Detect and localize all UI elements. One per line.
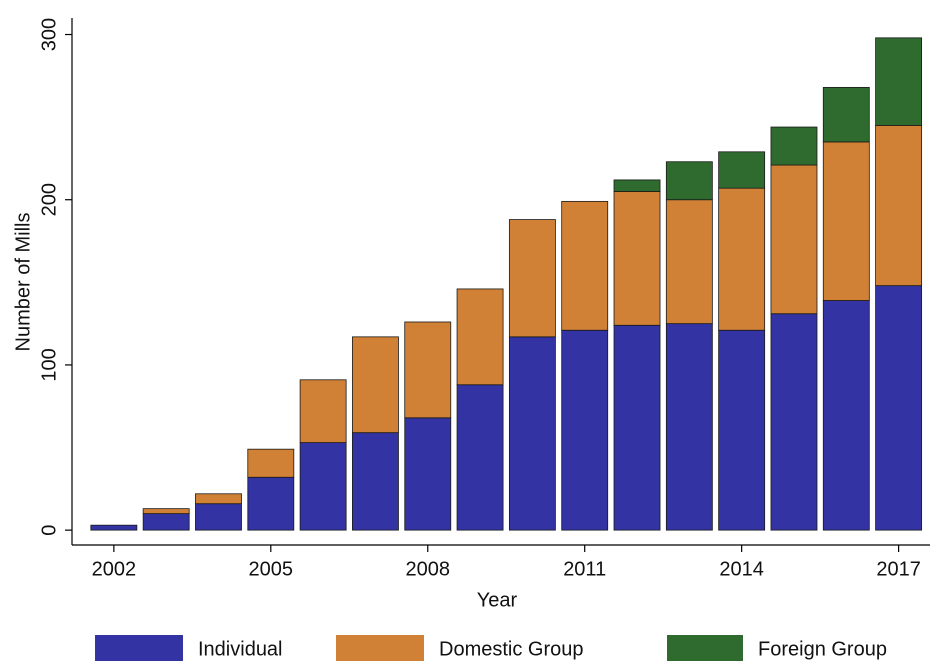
legend-swatch — [95, 635, 183, 661]
bar-segment — [718, 187, 766, 331]
bar-segment — [718, 151, 766, 189]
bar-segment — [456, 288, 504, 386]
legend-label: Foreign Group — [758, 638, 887, 660]
bar-segment — [404, 417, 452, 531]
bar-segment — [770, 126, 818, 166]
bar-segment — [352, 336, 399, 434]
bar-segment — [90, 524, 138, 531]
bar-segment — [299, 379, 347, 443]
bar-segment — [613, 191, 661, 326]
bar-segment — [561, 329, 609, 531]
bar-segment — [822, 300, 870, 531]
bar-segment — [613, 179, 661, 192]
legend-label: Individual — [198, 638, 283, 660]
bar-segment — [770, 164, 818, 315]
bar-segment — [665, 323, 713, 531]
bar-segment — [508, 336, 556, 531]
bar-segment — [299, 442, 347, 531]
legend-swatch — [667, 635, 743, 661]
y-tick-label: 200 — [38, 183, 60, 216]
bar-segment — [195, 503, 242, 531]
y-tick-label: 0 — [38, 525, 60, 536]
bar-segment — [352, 432, 399, 531]
bar-segment — [665, 199, 713, 325]
bar-segment — [561, 200, 609, 331]
bar-segment — [142, 508, 190, 515]
bar-segment — [508, 219, 556, 338]
y-axis-label: Number of Mills — [12, 213, 34, 352]
bar-segment — [822, 86, 870, 143]
x-tick-label: 2002 — [92, 558, 137, 580]
bar-segment — [456, 384, 504, 531]
bar-segment — [247, 448, 295, 478]
y-tick-label: 300 — [38, 18, 60, 51]
bar-segment — [875, 124, 923, 287]
x-tick-label: 2011 — [563, 558, 606, 580]
legend-label: Domestic Group — [439, 638, 584, 660]
bar-segment — [875, 37, 923, 126]
bar-segment — [665, 161, 713, 201]
bar-segment — [613, 324, 661, 531]
bar-segment — [404, 321, 452, 419]
x-tick-label: 2017 — [876, 558, 921, 580]
bar-segment — [822, 141, 870, 301]
x-tick-label: 2008 — [406, 558, 451, 580]
x-tick-label: 2014 — [719, 558, 764, 580]
legend-swatch — [336, 635, 424, 661]
bar-segment — [718, 329, 766, 531]
bar-segment — [142, 513, 190, 531]
x-axis-label: Year — [477, 589, 518, 611]
bar-segment — [875, 285, 923, 531]
bar-segment — [195, 493, 242, 505]
y-tick-label: 100 — [38, 348, 60, 381]
bar-segment — [770, 313, 818, 531]
bar-segment — [247, 476, 295, 531]
x-tick-label: 2005 — [249, 558, 294, 580]
